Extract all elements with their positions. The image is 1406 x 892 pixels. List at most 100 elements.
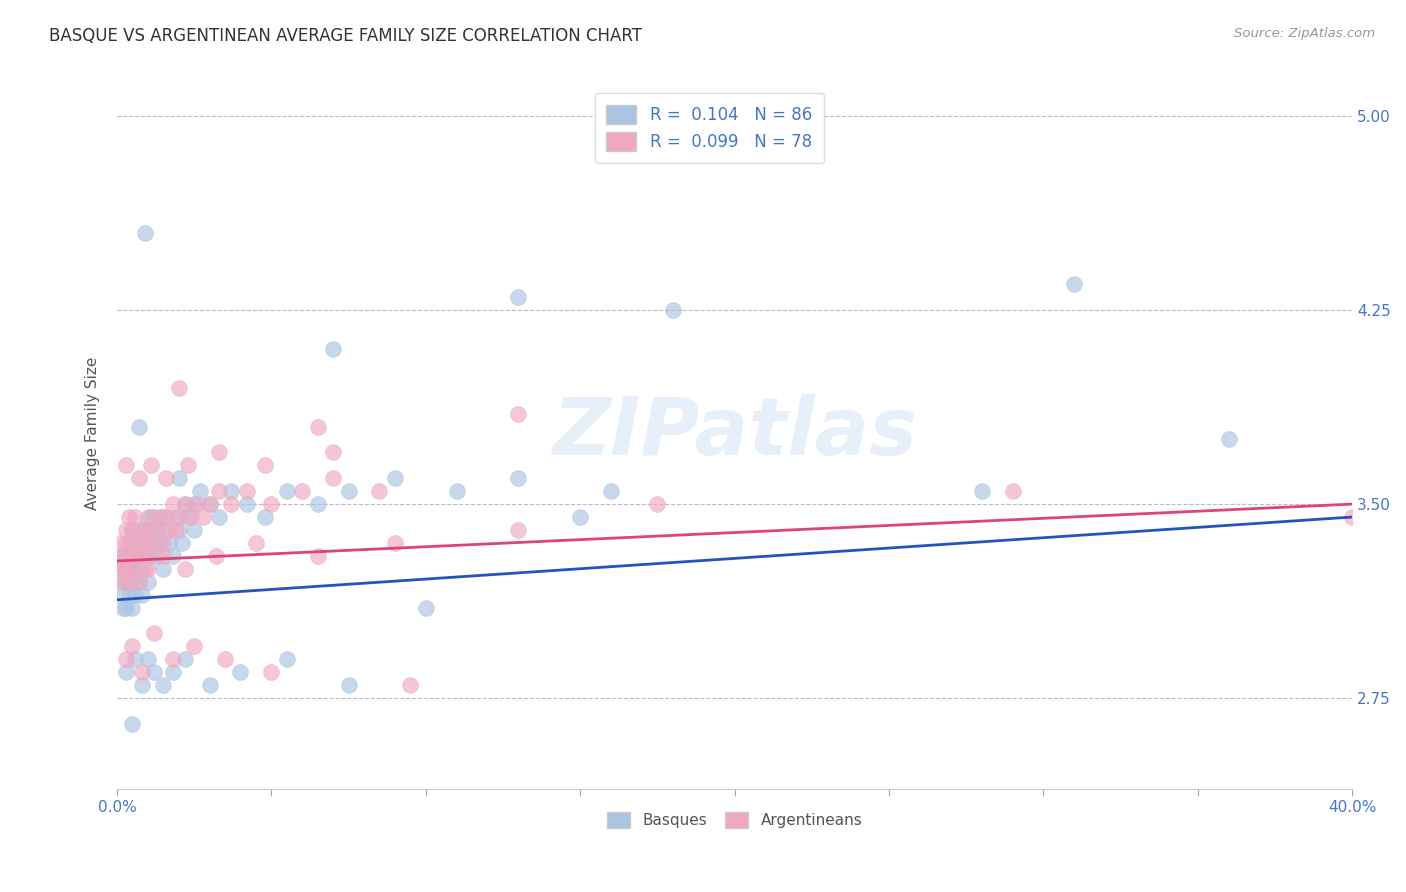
Point	[193, 510, 215, 524]
Point	[446, 484, 468, 499]
Point	[115, 574, 138, 589]
Point	[162, 665, 184, 680]
Point	[170, 536, 193, 550]
Point	[1001, 484, 1024, 499]
Point	[115, 600, 138, 615]
Point	[276, 484, 298, 499]
Point	[115, 652, 138, 666]
Point	[115, 562, 138, 576]
Point	[115, 536, 138, 550]
Point	[662, 303, 685, 318]
Point	[131, 665, 153, 680]
Point	[322, 471, 344, 485]
Point	[569, 510, 592, 524]
Point	[508, 290, 530, 304]
Point	[180, 510, 202, 524]
Point	[322, 342, 344, 356]
Point	[143, 536, 166, 550]
Point	[136, 523, 159, 537]
Point	[174, 562, 197, 576]
Point	[307, 497, 329, 511]
Point	[235, 484, 257, 499]
Point	[152, 510, 174, 524]
Point	[177, 458, 200, 473]
Point	[152, 536, 174, 550]
Point	[260, 497, 283, 511]
Point	[399, 678, 422, 692]
Point	[254, 510, 277, 524]
Point	[108, 549, 131, 563]
Point	[337, 678, 360, 692]
Point	[167, 381, 190, 395]
Point	[260, 665, 283, 680]
Point	[115, 562, 138, 576]
Point	[322, 445, 344, 459]
Point	[124, 549, 146, 563]
Point	[384, 536, 406, 550]
Point	[118, 549, 141, 563]
Point	[124, 652, 146, 666]
Point	[174, 497, 197, 511]
Point	[276, 652, 298, 666]
Point	[167, 510, 190, 524]
Point	[112, 588, 135, 602]
Point	[121, 600, 143, 615]
Point	[128, 574, 150, 589]
Point	[143, 536, 166, 550]
Point	[108, 562, 131, 576]
Point	[118, 562, 141, 576]
Point	[121, 717, 143, 731]
Point	[118, 549, 141, 563]
Point	[128, 523, 150, 537]
Point	[183, 640, 205, 654]
Point	[115, 549, 138, 563]
Point	[124, 588, 146, 602]
Point	[152, 678, 174, 692]
Point	[970, 484, 993, 499]
Point	[155, 510, 177, 524]
Point	[118, 588, 141, 602]
Point	[134, 549, 156, 563]
Point	[167, 523, 190, 537]
Point	[139, 549, 162, 563]
Point	[131, 588, 153, 602]
Point	[121, 640, 143, 654]
Point	[235, 497, 257, 511]
Point	[139, 510, 162, 524]
Point	[159, 523, 181, 537]
Point	[124, 536, 146, 550]
Text: Source: ZipAtlas.com: Source: ZipAtlas.com	[1234, 27, 1375, 40]
Text: BASQUE VS ARGENTINEAN AVERAGE FAMILY SIZE CORRELATION CHART: BASQUE VS ARGENTINEAN AVERAGE FAMILY SIZ…	[49, 27, 643, 45]
Point	[128, 471, 150, 485]
Point	[118, 536, 141, 550]
Point	[186, 497, 208, 511]
Point	[214, 652, 236, 666]
Point	[115, 523, 138, 537]
Point	[508, 407, 530, 421]
Point	[108, 574, 131, 589]
Point	[139, 523, 162, 537]
Point	[165, 510, 187, 524]
Point	[245, 536, 267, 550]
Point	[208, 445, 231, 459]
Point	[143, 665, 166, 680]
Point	[118, 574, 141, 589]
Point	[219, 484, 242, 499]
Point	[124, 562, 146, 576]
Point	[174, 497, 197, 511]
Point	[183, 523, 205, 537]
Point	[136, 549, 159, 563]
Point	[198, 497, 221, 511]
Point	[139, 458, 162, 473]
Point	[208, 510, 231, 524]
Point	[167, 471, 190, 485]
Point	[112, 562, 135, 576]
Point	[121, 549, 143, 563]
Text: ZIPatlas: ZIPatlas	[553, 394, 917, 472]
Point	[136, 562, 159, 576]
Point	[146, 523, 169, 537]
Point	[368, 484, 391, 499]
Point	[121, 536, 143, 550]
Point	[155, 471, 177, 485]
Point	[131, 523, 153, 537]
